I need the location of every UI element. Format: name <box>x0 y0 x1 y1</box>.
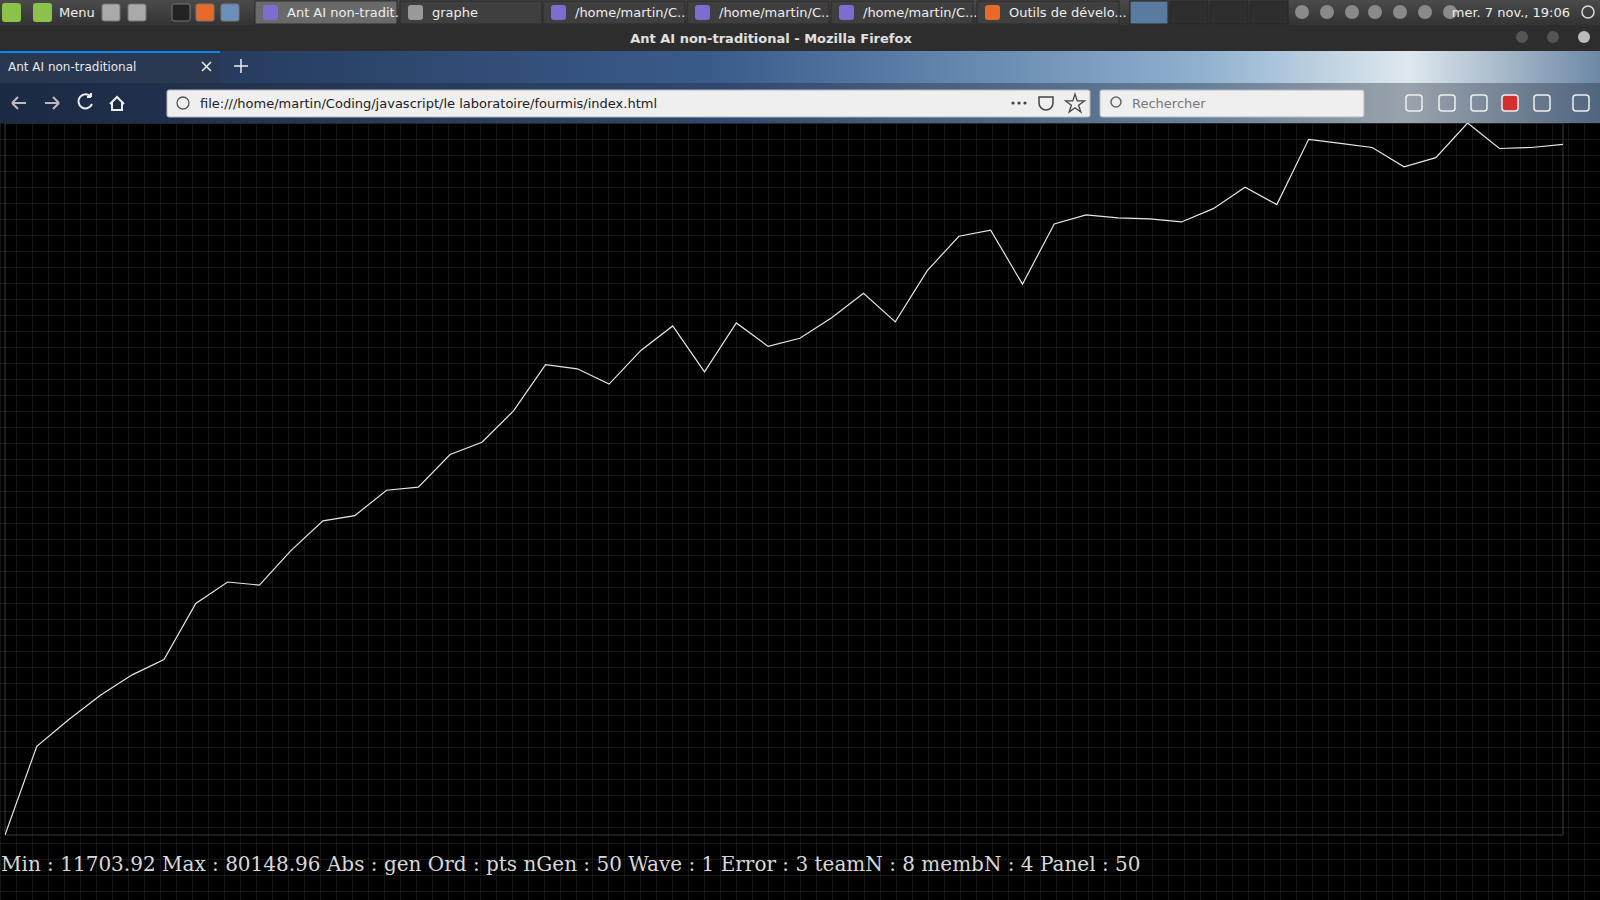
power-icon[interactable] <box>1582 6 1594 18</box>
url-text[interactable]: file:///home/martin/Coding/javascript/le… <box>200 96 657 111</box>
status-line: Min : 11703.92 Max : 80148.96 Abs : gen … <box>1 852 1140 876</box>
window-icon <box>408 5 423 20</box>
tray-icon[interactable] <box>1393 5 1407 19</box>
page-actions-dot[interactable] <box>1023 101 1026 104</box>
tray-icon[interactable] <box>1295 5 1309 19</box>
tray-icon[interactable] <box>1345 5 1359 19</box>
window-label[interactable]: Ant AI non-tradit... <box>287 5 407 20</box>
window-control[interactable] <box>1516 31 1528 43</box>
clock: mer. 7 nov., 19:06 <box>1452 5 1570 20</box>
plot-frame <box>5 123 1563 835</box>
window-icon <box>263 5 278 20</box>
window-icon <box>985 5 1000 20</box>
bookmark-star[interactable] <box>1066 94 1085 112</box>
title-bar <box>0 25 1600 51</box>
search-field[interactable] <box>1100 90 1364 117</box>
window-label[interactable]: /home/martin/C... <box>863 5 977 20</box>
toolbar-icon[interactable] <box>1502 95 1518 111</box>
back-button[interactable] <box>12 97 26 109</box>
tray-icon[interactable] <box>1368 5 1382 19</box>
window-button[interactable] <box>400 1 542 24</box>
info-icon[interactable] <box>177 97 189 109</box>
reload-button[interactable] <box>79 93 92 108</box>
tab-title[interactable]: Ant AI non-traditional <box>8 60 136 74</box>
toolbar-icon[interactable] <box>1471 95 1487 111</box>
pocket-icon[interactable] <box>1039 97 1053 110</box>
window-control[interactable] <box>1578 31 1590 43</box>
window-title: Ant AI non-traditional - Mozilla Firefox <box>630 31 912 46</box>
active-tab[interactable] <box>0 51 220 83</box>
home-button[interactable] <box>110 97 124 110</box>
tray-icon[interactable] <box>1418 5 1432 19</box>
new-tab[interactable] <box>234 59 248 73</box>
page-actions-dot[interactable] <box>1011 101 1014 104</box>
window-label[interactable]: Outils de dévelo... <box>1009 5 1127 20</box>
launcher-icon[interactable] <box>102 4 120 21</box>
menu-icon[interactable] <box>33 3 52 22</box>
window-icon <box>839 5 854 20</box>
window-label[interactable]: graphe <box>432 5 478 20</box>
toolbar-icon[interactable] <box>1406 95 1422 111</box>
menu-icon[interactable] <box>2 3 21 22</box>
window-icon <box>551 5 566 20</box>
launcher-icon[interactable] <box>172 4 190 21</box>
toolbar-icon[interactable] <box>1534 95 1550 111</box>
menu-label[interactable]: Menu <box>59 5 95 20</box>
launcher-icon[interactable] <box>128 4 146 21</box>
tab-close[interactable] <box>202 62 211 71</box>
url-field[interactable] <box>167 90 1090 117</box>
workspace-button[interactable] <box>1170 1 1208 24</box>
forward-button[interactable] <box>45 97 59 109</box>
score-line <box>5 123 1563 835</box>
window-icon <box>695 5 710 20</box>
plot-area <box>5 123 1563 835</box>
page-background <box>0 123 1600 900</box>
taskbar <box>0 0 1600 25</box>
workspace-button[interactable] <box>1130 1 1168 24</box>
grid-background <box>0 123 1600 900</box>
window-control[interactable] <box>1547 31 1559 43</box>
page-actions-dot[interactable] <box>1017 101 1020 104</box>
tab-highlight <box>0 51 220 53</box>
launcher-icon[interactable] <box>221 4 239 21</box>
launcher-icon[interactable] <box>196 4 214 21</box>
window-label[interactable]: /home/martin/C... <box>719 5 833 20</box>
search-placeholder[interactable]: Rechercher <box>1132 96 1206 111</box>
toolbar-icon[interactable] <box>1573 95 1589 111</box>
window-label[interactable]: /home/martin/C... <box>575 5 689 20</box>
workspace-button[interactable] <box>1250 1 1288 24</box>
theme-background <box>0 51 1600 123</box>
tray-icon[interactable] <box>1320 5 1334 19</box>
screen: Min : 11703.92 Max : 80148.96 Abs : gen … <box>0 0 1600 900</box>
nav-bar <box>0 83 1600 123</box>
search-icon <box>1111 97 1121 107</box>
workspace-button[interactable] <box>1210 1 1248 24</box>
toolbar-icon[interactable] <box>1439 95 1455 111</box>
